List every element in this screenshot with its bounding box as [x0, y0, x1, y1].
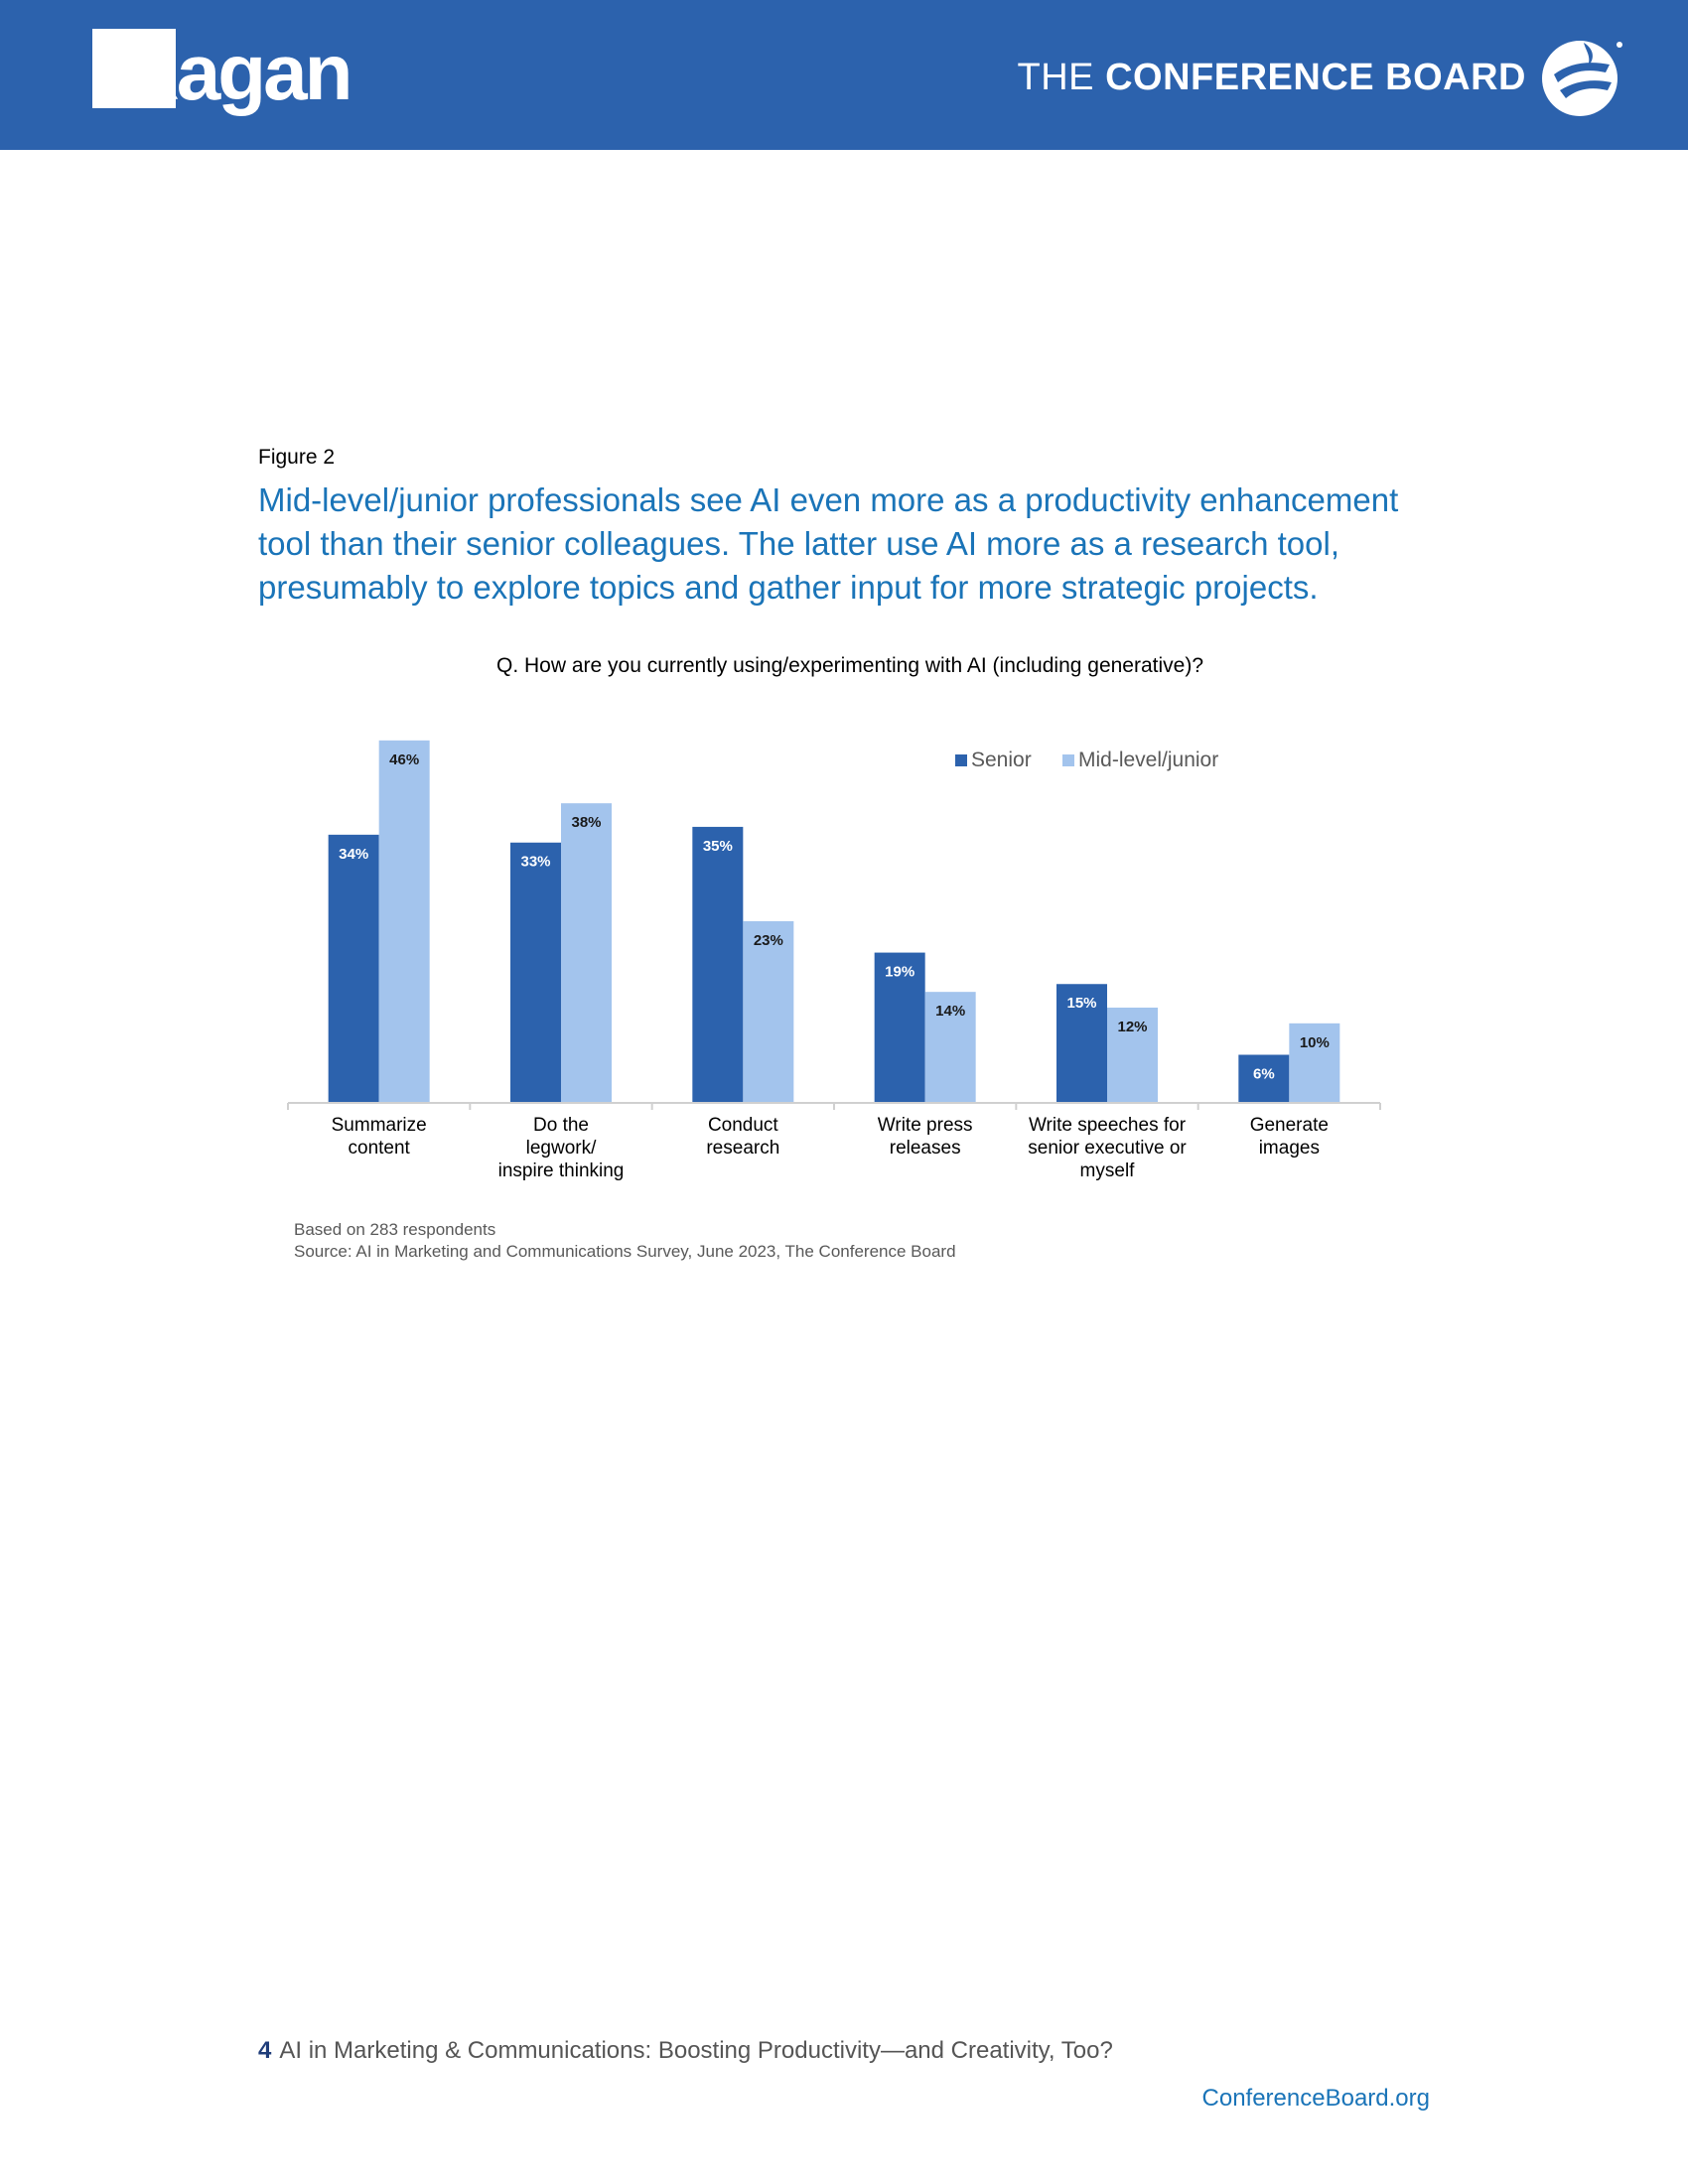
bar-chart-svg: Q. How are you currently using/experimen… — [287, 654, 1381, 1181]
ragan-logo-text: Ragan — [122, 18, 352, 127]
category-label-line: inspire thinking — [498, 1160, 625, 1181]
category-label-line: Summarize — [332, 1115, 427, 1136]
bar-chart: Q. How are you currently using/experimen… — [258, 645, 1400, 1291]
figure-headline: Mid-level/junior professionals see AI ev… — [258, 481, 1399, 606]
data-label: 10% — [1300, 1034, 1330, 1051]
page-header: Ragan THE CONFERENCE BOARD — [0, 0, 1688, 150]
category-label-line: myself — [1080, 1160, 1136, 1181]
site-link[interactable]: ConferenceBoard.org — [1201, 2085, 1430, 2112]
source-note: Source: AI in Marketing and Communicatio… — [294, 1242, 956, 1261]
tcb-word-bold: CONFERENCE BOARD — [1105, 56, 1526, 98]
data-label: 46% — [389, 751, 419, 768]
data-label: 19% — [885, 964, 914, 981]
data-label: 14% — [935, 1003, 965, 1020]
respondents-note: Based on 283 respondents — [294, 1220, 496, 1239]
bar-senior — [874, 952, 925, 1102]
category-label-line: Generate — [1250, 1115, 1329, 1136]
tcb-word-the: THE — [1017, 56, 1095, 98]
ragan-logo-wordmark: Ragan — [122, 28, 352, 116]
bar-senior — [692, 826, 744, 1102]
legend-label: Senior — [971, 749, 1032, 771]
page-footer: 4 AI in Marketing & Communications: Boost… — [258, 2037, 1113, 2065]
category-label-line: Write speeches for — [1029, 1115, 1187, 1136]
category-label: Conduct research — [706, 1115, 779, 1159]
legend-label: Mid-level/junior — [1078, 749, 1218, 771]
data-label: 35% — [703, 838, 733, 855]
ragan-logo-square — [92, 29, 176, 108]
torch-globe-icon — [1542, 41, 1622, 116]
category-label-line: legwork/ — [526, 1138, 597, 1159]
bar-senior — [510, 842, 561, 1102]
category-label: Do the legwork/inspire thinking — [498, 1115, 625, 1181]
bar-mid-junior — [743, 920, 794, 1102]
data-label: 12% — [1117, 1019, 1147, 1035]
bar-mid-junior — [924, 992, 976, 1102]
category-label-line: images — [1259, 1138, 1320, 1159]
category-label-line: Conduct — [708, 1115, 778, 1136]
category-label-line: senior executive or — [1028, 1138, 1187, 1159]
category-label-line: content — [349, 1138, 411, 1159]
bar-senior — [1238, 1054, 1290, 1102]
report-title: AI in Marketing & Communications: Boosti… — [279, 2037, 1113, 2064]
bar-mid-junior — [1107, 1007, 1158, 1102]
bar-mid-junior — [378, 740, 430, 1102]
data-label: 15% — [1066, 995, 1096, 1012]
data-label: 34% — [339, 846, 368, 863]
legend-swatch — [1062, 754, 1074, 766]
figure-label: Figure 2 — [258, 446, 336, 469]
category-label: Summarize content — [332, 1115, 427, 1159]
data-label: 33% — [520, 854, 550, 871]
bar-mid-junior — [561, 803, 612, 1102]
chart-notes: Based on 283 respondents Source: AI in M… — [294, 1219, 956, 1263]
conference-board-wordmark: THE CONFERENCE BOARD — [1018, 57, 1526, 99]
page-number: 4 — [258, 2037, 272, 2064]
data-label: 6% — [1253, 1065, 1275, 1082]
chart-title: Q. How are you currently using/experimen… — [496, 654, 1203, 677]
bar-senior — [328, 834, 379, 1102]
category-label-line: research — [706, 1138, 779, 1159]
category-label-line: releases — [890, 1138, 961, 1159]
conference-board-logo: THE CONFERENCE BOARD — [1018, 38, 1625, 117]
bar-senior — [1056, 984, 1107, 1102]
data-label: 38% — [571, 814, 601, 831]
category-label: Write speeches for senior executive or mys… — [1028, 1115, 1187, 1181]
legend-swatch — [955, 754, 967, 766]
bar-mid-junior — [1289, 1023, 1340, 1102]
category-label-line: Write press — [878, 1115, 973, 1136]
category-label-line: Do the — [533, 1115, 589, 1136]
category-label: Write press releases — [878, 1115, 973, 1159]
category-label: Generate images — [1250, 1115, 1329, 1159]
data-label: 23% — [754, 932, 783, 949]
